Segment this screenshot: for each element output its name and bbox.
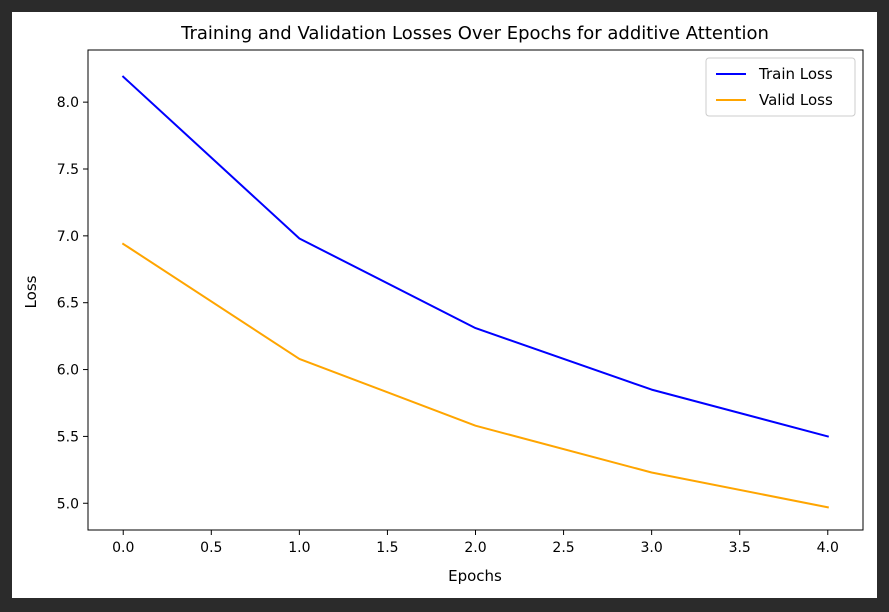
x-tick-label: 1.5 bbox=[376, 540, 398, 556]
x-tick-label: 2.5 bbox=[552, 540, 574, 556]
plot-frame bbox=[87, 49, 864, 531]
x-tick-label: 2.0 bbox=[464, 540, 486, 556]
line-chart: Training and Validation Losses Over Epoc… bbox=[22, 23, 864, 585]
y-tick-label: 5.0 bbox=[57, 496, 79, 512]
chart-title: Training and Validation Losses Over Epoc… bbox=[180, 23, 769, 44]
y-tick-label: 8.0 bbox=[57, 95, 79, 111]
y-tick-label: 7.5 bbox=[57, 162, 79, 178]
x-tick-label: 3.5 bbox=[729, 540, 751, 556]
x-tick-label: 0.0 bbox=[112, 540, 134, 556]
chart-figure: Training and Validation Losses Over Epoc… bbox=[12, 12, 877, 598]
y-tick-label: 7.0 bbox=[57, 229, 79, 245]
y-tick-label: 6.0 bbox=[57, 363, 79, 379]
legend: Train Loss Valid Loss bbox=[705, 57, 856, 117]
y-tick-label: 5.5 bbox=[57, 429, 79, 445]
y-axis-label: Loss bbox=[22, 275, 40, 308]
y-tick-label: 6.5 bbox=[57, 296, 79, 312]
axes: 0.0 0.5 1.0 1.5 2.0 2.5 3.0 3.5 4.0 5.0 5.5 6.0 6.5 7… bbox=[57, 49, 864, 556]
series-line-train-loss bbox=[121, 75, 830, 438]
x-axis-label: Epochs bbox=[448, 567, 502, 585]
legend-label-train-loss: Train Loss bbox=[758, 65, 833, 83]
series-line-valid-loss bbox=[121, 242, 829, 509]
legend-box bbox=[705, 57, 856, 117]
plot-area bbox=[121, 75, 830, 509]
x-tick-label: 0.5 bbox=[200, 540, 222, 556]
legend-label-valid-loss: Valid Loss bbox=[759, 91, 833, 109]
x-tick-label: 1.0 bbox=[288, 540, 310, 556]
x-tick-label: 4.0 bbox=[817, 540, 839, 556]
x-tick-label: 3.0 bbox=[641, 540, 663, 556]
